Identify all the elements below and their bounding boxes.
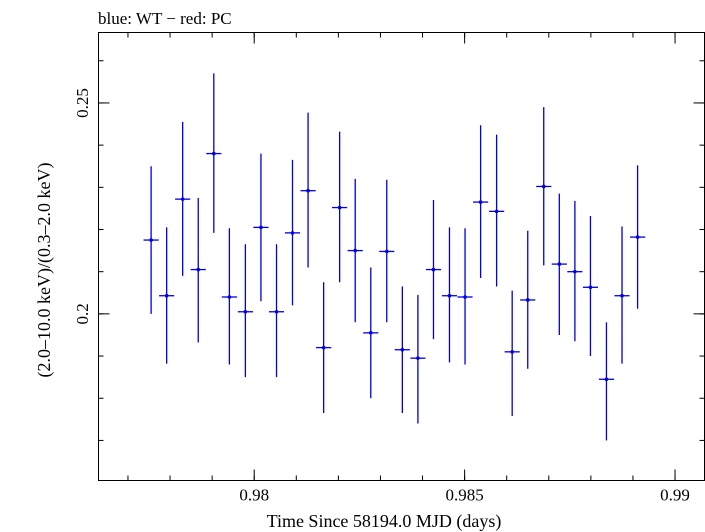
data-point xyxy=(410,294,426,424)
point-marker xyxy=(573,269,577,274)
data-point xyxy=(582,216,599,357)
point-marker xyxy=(588,285,593,290)
data-point xyxy=(441,227,458,363)
data-point xyxy=(551,193,567,335)
point-marker xyxy=(164,293,169,298)
point-marker xyxy=(463,295,467,299)
point-marker xyxy=(478,200,483,204)
point-marker xyxy=(494,209,499,214)
point-marker xyxy=(149,238,153,242)
point-marker xyxy=(557,262,562,266)
point-marker xyxy=(384,249,389,254)
point-marker xyxy=(620,293,624,298)
point-marker xyxy=(400,347,405,352)
data-point xyxy=(614,226,630,364)
point-marker xyxy=(416,356,420,360)
data-point xyxy=(159,227,175,364)
point-marker xyxy=(212,151,216,156)
x-tick-label: 0.99 xyxy=(660,486,690,505)
data-point xyxy=(520,230,536,369)
data-point xyxy=(253,153,269,302)
data-point xyxy=(268,244,285,378)
point-marker xyxy=(321,345,326,350)
point-marker xyxy=(431,267,436,272)
point-marker xyxy=(227,295,232,299)
x-tick-label: 0.98 xyxy=(239,486,269,505)
data-point xyxy=(175,121,191,276)
data-point xyxy=(394,286,410,414)
data-point xyxy=(536,107,552,266)
data-point xyxy=(300,112,316,268)
point-marker xyxy=(525,298,530,302)
plot-frame xyxy=(98,32,705,481)
point-marker xyxy=(180,197,185,201)
data-point xyxy=(457,228,473,365)
point-marker xyxy=(290,231,295,235)
data-point xyxy=(143,166,159,314)
data-point xyxy=(347,178,363,323)
point-marker xyxy=(368,331,373,335)
point-marker xyxy=(337,205,342,210)
data-point xyxy=(363,267,379,399)
y-tick-label: 0.25 xyxy=(73,88,92,118)
point-marker xyxy=(306,188,310,193)
chart-title: blue: WT − red: PC xyxy=(98,9,232,28)
point-marker xyxy=(259,225,263,230)
point-marker xyxy=(635,235,640,239)
data-point xyxy=(237,244,253,378)
data-point xyxy=(316,282,332,414)
y-tick-label: 0.2 xyxy=(73,303,92,324)
data-point xyxy=(284,159,301,306)
data-point xyxy=(567,200,583,342)
point-marker xyxy=(196,267,201,272)
point-marker xyxy=(274,309,279,314)
data-point xyxy=(473,125,489,279)
point-marker xyxy=(510,350,514,354)
data-point xyxy=(598,322,615,441)
data-point xyxy=(221,228,237,365)
data-point xyxy=(630,165,646,309)
data-point xyxy=(332,131,348,283)
data-point xyxy=(504,290,520,416)
data-point xyxy=(489,134,505,287)
x-tick-label: 0.985 xyxy=(446,486,484,505)
data-point xyxy=(425,199,442,340)
point-marker xyxy=(541,184,546,189)
point-marker xyxy=(447,293,452,298)
data-points xyxy=(143,73,646,441)
point-marker xyxy=(243,309,248,314)
point-marker xyxy=(353,248,358,253)
axis-ticks xyxy=(98,32,705,481)
data-point xyxy=(190,197,206,343)
y-axis-label: (2.0–10.0 keV)/(0.3–2.0 keV) xyxy=(34,163,55,378)
tick-labels: 0.98 0.985 0.99 0.2 0.25 xyxy=(73,88,690,504)
data-point xyxy=(379,179,395,323)
x-axis-label: Time Since 58194.0 MJD (days) xyxy=(267,511,502,532)
point-marker xyxy=(604,377,609,382)
data-point xyxy=(206,73,222,233)
